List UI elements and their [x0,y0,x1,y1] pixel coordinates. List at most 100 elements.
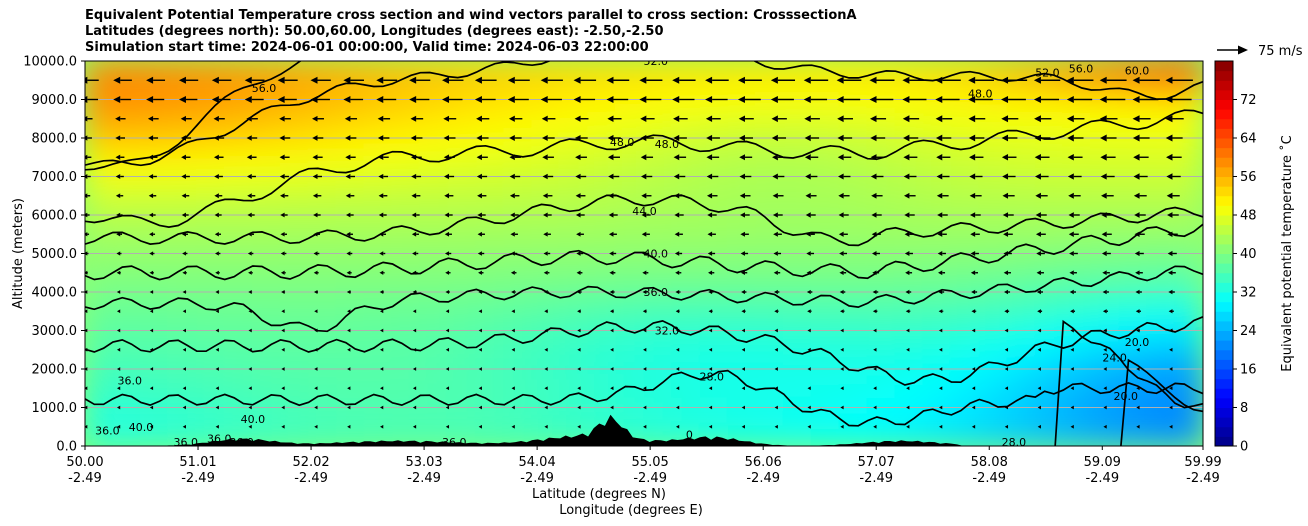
field-cell [922,316,953,335]
wind-arrow-head [610,367,614,371]
wind-arrow-head [544,386,548,391]
wind-arrow-head [805,173,811,180]
field-cell [139,252,170,271]
field-cell [615,380,645,399]
colorbar-tick-label: 72 [1240,93,1257,108]
wind-arrow-head [1102,270,1107,276]
wind-arrow-head [1136,424,1140,429]
wind-arrow-head [474,96,482,103]
field-cell [894,220,925,239]
wind-arrow-head [281,328,285,333]
wind-arrow-head [873,328,877,333]
field-cell [419,364,450,383]
field-cell [391,172,422,191]
field-cell [1062,140,1093,159]
field-cell [810,268,841,287]
label-clip-group: 56.052.048.0 48.044.040.036.032.028.052.0… [95,61,1149,446]
wind-arrow-head [706,134,713,142]
field-cell [922,76,953,94]
wind-arrow-head [85,347,88,352]
wind-arrow-head [839,270,844,276]
wind-arrow-head [1070,328,1074,333]
x-tick-label-lon: -2.49 [407,471,441,486]
field-cell [670,236,701,255]
wind-arrow-head [641,193,647,199]
field-cell [698,332,729,351]
field-cell [363,348,394,367]
field-cell [866,108,897,127]
field-cell [335,92,366,111]
wind-arrow-head [770,76,778,84]
field-cell [447,380,478,399]
wind-arrow-head [1067,134,1074,142]
wind-arrow-head [478,424,482,429]
wind-arrow-head [85,405,88,410]
wind-arrow-head [310,76,318,84]
field-cell [1174,316,1203,335]
field-cell [838,348,869,367]
wind-arrow-head [444,193,450,199]
wind-arrow-head [1101,212,1107,218]
wind-arrow-head [1070,405,1074,410]
wind-arrow-head [477,193,482,199]
field-cell [139,76,170,94]
field-cell [85,252,114,271]
field-cell [922,108,953,127]
field-cell [531,268,562,287]
wind-arrow-head [675,347,680,352]
wind-arrow-head [1067,173,1074,180]
wind-arrow-head [178,96,186,103]
field-cell [754,172,785,191]
field-cell [279,204,310,223]
x-tick-label-lat: 59.99 [1184,455,1221,470]
field-cell [559,156,589,175]
wind-arrow-head [345,135,351,141]
wind-arrow-head [1001,96,1009,103]
field-cell [1118,300,1148,319]
field-cell [670,172,701,191]
field-cell [782,204,813,223]
wind-arrow-head [85,212,88,218]
field-cell [810,284,841,303]
field-cell [279,332,310,351]
field-cell [643,61,673,78]
field-cell [670,332,701,351]
field-cell [1090,61,1121,78]
field-cell [810,396,841,415]
wind-arrow-head [574,115,581,122]
wind-arrow-head [444,231,450,237]
wind-arrow-head [347,309,351,314]
wind-arrow-head [1136,386,1140,391]
field-cell [419,124,450,143]
field-cell [1174,140,1203,159]
field-cell [335,380,366,399]
field-cell [223,364,254,383]
wind-arrow-head [1167,250,1173,257]
wind-arrow-head [412,386,417,391]
wind-arrow-head [807,367,811,371]
wind-arrow-head [544,309,548,314]
field-cell [698,300,729,319]
field-cell [978,316,1009,335]
field-cell [531,380,562,399]
wind-arrow-head [906,328,910,333]
wind-arrow-head [410,135,417,141]
field-cell [866,156,897,175]
wind-arrow-head [115,174,121,179]
wind-arrow-head [706,154,713,161]
field-cell [922,92,953,111]
wind-arrow-head [573,76,581,84]
field-cell [307,236,338,255]
contour-label: 48.0 [610,136,635,149]
wind-arrow-head [643,328,647,333]
field-cell [503,236,534,255]
colorbar-segment [1215,282,1233,293]
field-cell [531,300,562,319]
field-cell [112,188,142,207]
field-cell [866,380,897,399]
colorbar-segment [1215,378,1233,389]
wind-arrow-head [1003,270,1009,276]
wind-arrow-head [1004,347,1009,352]
wind-arrow-head [346,231,351,237]
field-cell [587,380,617,399]
